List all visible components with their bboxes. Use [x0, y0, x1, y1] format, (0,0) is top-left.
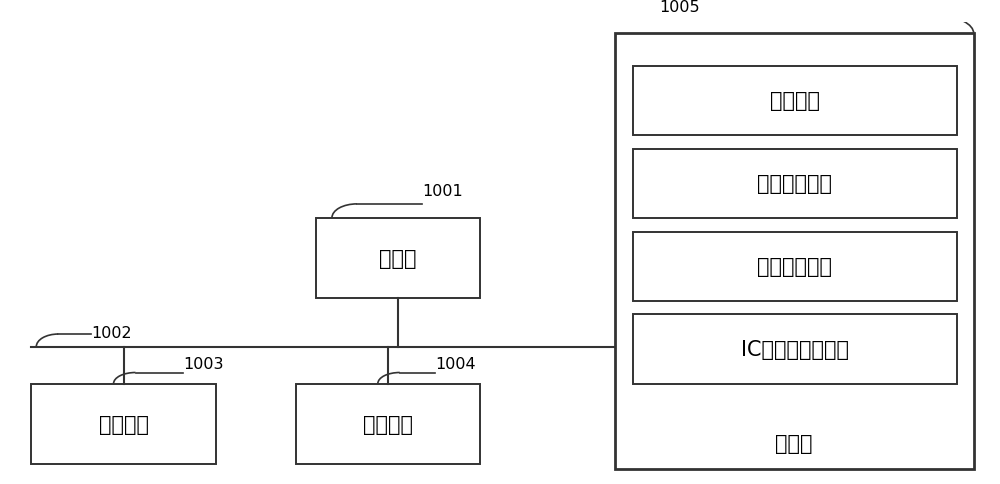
Bar [633, 315, 957, 384]
Text: 操作系统: 操作系统 [770, 91, 820, 111]
Text: 存储器: 存储器 [775, 434, 813, 454]
Text: 1001: 1001 [422, 183, 463, 198]
Bar [633, 232, 957, 301]
Text: IC烧录的定位程序: IC烧录的定位程序 [741, 339, 849, 359]
Text: 用户接口模块: 用户接口模块 [757, 257, 832, 276]
Text: 1005: 1005 [660, 0, 700, 15]
Bar [316, 218, 480, 299]
Text: 1003: 1003 [183, 356, 223, 371]
Text: 1002: 1002 [91, 325, 132, 340]
Bar [615, 34, 974, 469]
Bar [633, 149, 957, 218]
Text: 用户接口: 用户接口 [99, 414, 149, 434]
Bar [633, 67, 957, 136]
Text: 1004: 1004 [435, 356, 476, 371]
Text: 网络通信模块: 网络通信模块 [757, 174, 832, 194]
Text: 网络接口: 网络接口 [363, 414, 413, 434]
Bar [296, 384, 480, 464]
Bar [31, 384, 216, 464]
Text: 处理器: 处理器 [379, 248, 417, 269]
